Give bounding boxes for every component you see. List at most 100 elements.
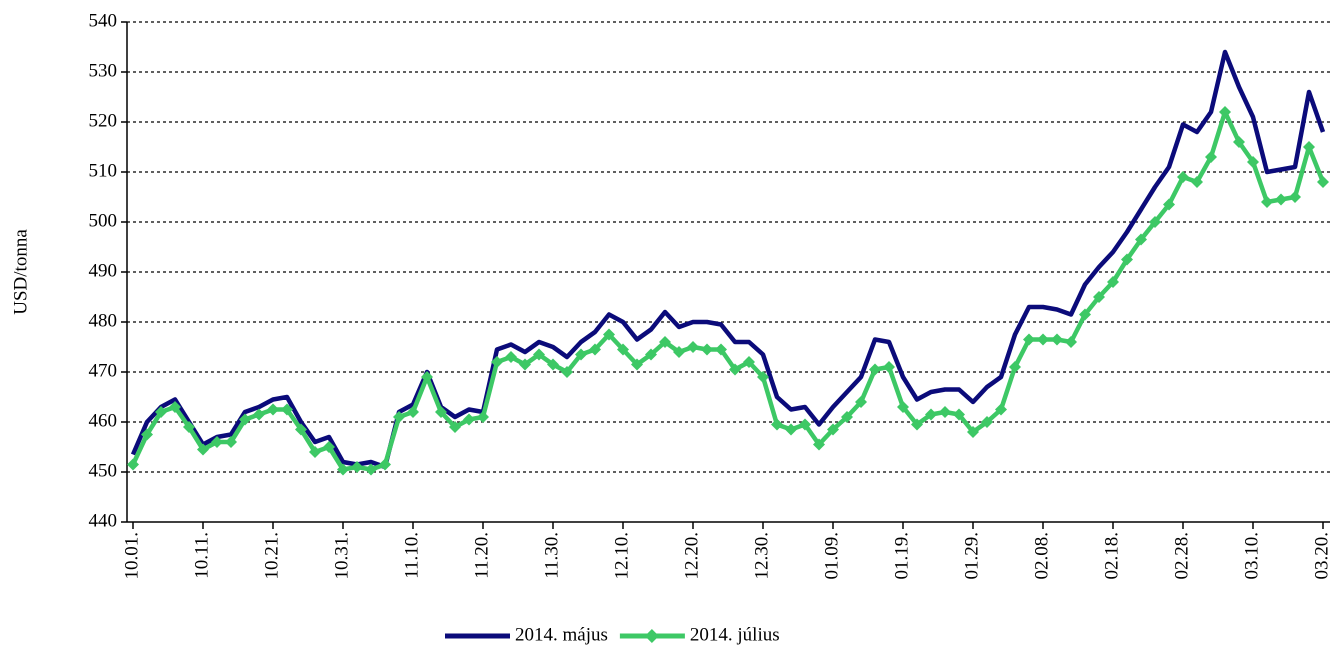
y-tick-label: 490 [89,260,118,281]
marker [365,463,377,476]
marker [729,363,741,376]
x-tick-label: 02.08. [1031,532,1052,580]
marker [491,356,503,368]
marker [127,458,139,471]
x-tick-label: 03.10. [1241,532,1262,580]
marker [1275,193,1287,206]
marker [855,396,867,408]
x-tick-label: 03.20. [1311,532,1332,580]
marker [477,411,489,423]
marker [211,436,223,448]
marker [379,458,391,471]
marker [1163,198,1175,211]
x-tick-label: 12.20. [681,532,702,580]
marker [925,408,937,421]
marker [799,418,811,431]
marker [589,343,601,356]
x-tick-label: 10.11. [191,532,212,579]
marker [967,426,979,438]
marker [603,328,615,341]
marker [1107,276,1119,288]
x-tick-label: 12.10. [611,532,632,580]
marker [981,416,993,428]
legend-label: 2014. május [515,624,608,645]
marker [841,411,853,423]
marker [337,463,349,476]
x-tick-label: 02.18. [1101,532,1122,580]
marker [1135,233,1147,246]
marker [1205,151,1217,163]
marker [1009,361,1021,373]
x-tick-label: 02.28. [1171,532,1192,580]
y-tick-label: 510 [89,160,118,181]
series-line [130,49,1326,470]
y-tick-label: 450 [89,460,118,481]
marker [1023,333,1035,346]
marker [617,343,629,356]
marker [659,336,671,348]
marker [1233,136,1245,148]
marker [1037,333,1049,346]
y-tick-label: 480 [89,310,118,331]
x-tick-label: 11.10. [401,532,422,579]
marker [1149,216,1161,228]
marker [743,356,755,368]
marker [715,343,727,356]
series-line [130,109,1326,472]
marker [1177,171,1189,183]
x-tick-label: 01.09. [821,532,842,580]
marker [1317,176,1329,188]
marker [897,401,909,413]
x-tick-label: 10.31. [331,532,352,580]
y-tick-label: 530 [89,60,118,81]
marker [393,411,405,423]
marker [645,348,657,361]
marker [995,403,1007,416]
y-tick-label: 470 [89,360,118,381]
marker [883,361,895,373]
marker [519,358,531,371]
marker [939,406,951,418]
marker [785,423,797,436]
marker [323,441,335,453]
marker [813,438,825,451]
y-tick-label: 500 [89,210,118,231]
marker [911,418,923,431]
x-tick-label: 01.29. [961,532,982,580]
marker [701,343,713,356]
marker [197,443,209,456]
marker [575,348,587,361]
x-tick-label: 11.30. [541,532,562,579]
marker [281,403,293,416]
marker [547,358,559,371]
marker [183,421,195,433]
marker [1191,176,1203,188]
marker [1303,141,1315,153]
x-tick-label: 01.19. [891,532,912,580]
marker [155,406,167,418]
marker [1247,156,1259,168]
marker [1219,106,1231,118]
x-tick-label: 10.21. [261,532,282,580]
marker [1051,333,1063,346]
marker [771,418,783,431]
x-tick-label: 11.20. [471,532,492,579]
marker [827,423,839,436]
marker [1093,291,1105,303]
legend-marker [644,629,659,643]
marker [435,406,447,418]
marker [463,413,475,426]
marker [869,363,881,376]
legend-label: 2014. július [690,624,780,645]
y-tick-label: 540 [89,10,118,31]
marker [1079,308,1091,321]
marker [449,421,461,433]
marker [631,358,643,371]
marker [309,446,321,458]
x-tick-label: 12.30. [751,532,772,580]
y-tick-label: 440 [89,510,118,531]
x-tick-label: 10.01. [121,532,142,580]
y-tick-label: 520 [89,110,118,131]
marker [757,371,769,383]
